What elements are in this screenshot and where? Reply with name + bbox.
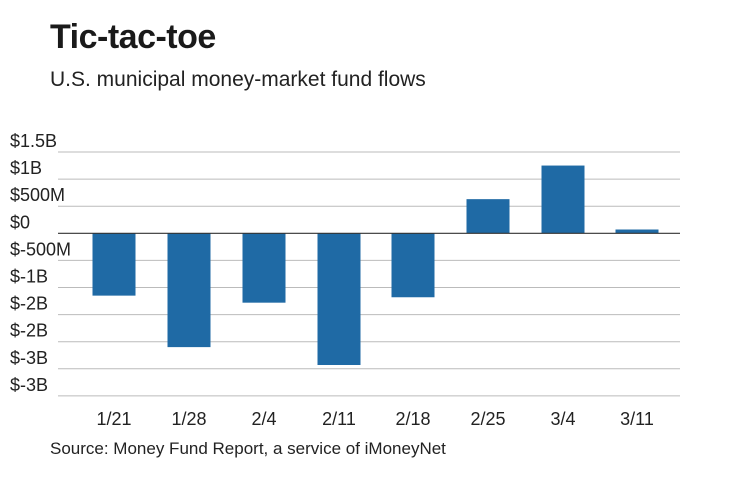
bars xyxy=(92,165,659,366)
y-tick-label: $-3B xyxy=(10,375,48,395)
bar-1-21 xyxy=(92,233,136,296)
x-tick-label: 2/11 xyxy=(322,409,356,429)
x-tick-label: 1/21 xyxy=(96,409,131,429)
y-tick-label: $500M xyxy=(10,185,65,205)
y-tick-label: $-1B xyxy=(10,267,48,287)
bar-1-28 xyxy=(167,233,211,348)
x-axis-labels: 1/21 1/28 2/4 2/11 2/18 2/25 3/4 3/11 xyxy=(96,409,653,429)
bar-2-25 xyxy=(466,199,510,234)
bar-2-18 xyxy=(391,233,435,298)
x-tick-label: 1/28 xyxy=(171,409,206,429)
y-tick-label: $1B xyxy=(10,158,42,178)
y-axis-labels: $1.5B $1B $500M $0 $-500M $-1B $-2B $-2B $-3B $-3… xyxy=(10,131,71,395)
y-tick-label: $-3B xyxy=(10,348,48,368)
x-tick-label: 2/18 xyxy=(395,409,430,429)
x-tick-label: 2/4 xyxy=(251,409,276,429)
chart-subtitle: U.S. municipal money-market fund flows xyxy=(50,68,426,91)
bar-3-11 xyxy=(615,229,659,234)
y-tick-label: $-2B xyxy=(10,321,48,341)
gridlines xyxy=(58,151,680,397)
x-tick-label: 3/4 xyxy=(550,409,575,429)
y-tick-label: $-500M xyxy=(10,239,71,259)
bar-2-4 xyxy=(242,233,286,303)
y-tick-label: $0 xyxy=(10,212,30,232)
y-tick-label: $1.5B xyxy=(10,131,57,151)
source-note: Source: Money Fund Report, a service of … xyxy=(50,439,446,458)
x-tick-label: 2/25 xyxy=(470,409,505,429)
y-tick-label: $-2B xyxy=(10,294,48,314)
chart-title: Tic-tac-toe xyxy=(50,18,216,56)
bar-2-11 xyxy=(317,233,361,366)
x-tick-label: 3/11 xyxy=(620,409,654,429)
bar-3-4 xyxy=(541,165,585,234)
